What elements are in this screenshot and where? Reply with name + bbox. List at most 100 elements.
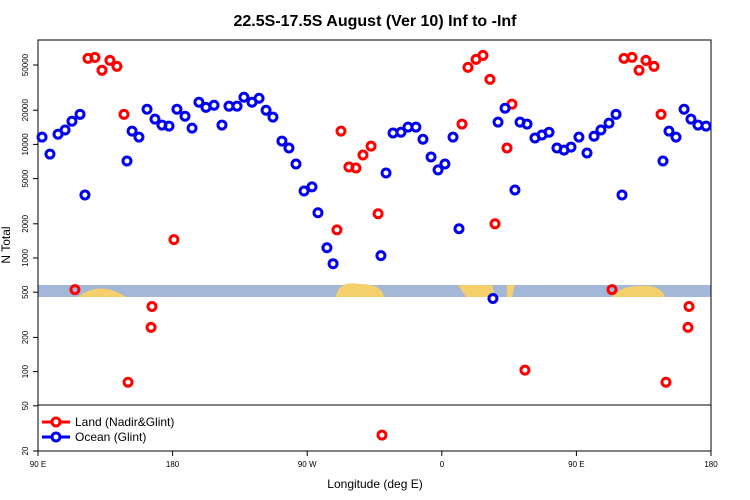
y-tick-label: 100	[21, 364, 30, 378]
point	[610, 108, 622, 120]
land-patch	[612, 285, 665, 297]
point	[462, 61, 474, 73]
point	[683, 301, 695, 313]
legend-marker	[50, 416, 62, 428]
point	[380, 167, 392, 179]
point	[59, 124, 71, 136]
legend-label: Land (Nadir&Glint)	[75, 415, 174, 429]
point	[141, 103, 153, 115]
point	[171, 103, 183, 115]
point	[626, 51, 638, 63]
point	[521, 118, 533, 130]
x-tick-label: 180	[166, 460, 180, 469]
point	[298, 185, 310, 197]
point	[588, 130, 600, 142]
y-tick-label: 50000	[21, 53, 30, 76]
point	[193, 96, 205, 108]
map-strip	[38, 283, 711, 297]
chart-title: 22.5S-17.5S August (Ver 10) Inf to -Inf	[233, 13, 517, 30]
point	[179, 110, 191, 122]
x-tick-label: 90 E	[30, 460, 46, 469]
point	[447, 131, 459, 143]
point	[253, 92, 265, 104]
point	[657, 155, 669, 167]
point	[484, 73, 496, 85]
land-patch	[458, 285, 495, 297]
point	[595, 124, 607, 136]
point	[606, 284, 618, 296]
point	[456, 118, 468, 130]
y-tick-label: 200	[21, 330, 30, 344]
y-tick-label: 1000	[21, 249, 30, 267]
point	[492, 116, 504, 128]
point	[133, 131, 145, 143]
point	[660, 376, 672, 388]
point	[122, 376, 134, 388]
point	[89, 51, 101, 63]
point	[260, 104, 272, 116]
point	[350, 162, 362, 174]
point	[168, 234, 180, 246]
point	[640, 54, 652, 66]
point	[633, 64, 645, 76]
point	[111, 60, 123, 72]
legend-label: Ocean (Glint)	[75, 430, 146, 444]
point	[145, 321, 157, 333]
point	[146, 301, 158, 313]
point	[376, 429, 388, 441]
point	[283, 142, 295, 154]
y-tick-label: 50	[21, 401, 30, 410]
point	[149, 113, 161, 125]
point	[321, 242, 333, 254]
point	[163, 120, 175, 132]
point	[395, 126, 407, 138]
point	[331, 224, 343, 236]
point	[655, 108, 667, 120]
point	[519, 364, 531, 376]
legend-marker	[50, 431, 62, 443]
y-axis-label: N Total	[0, 226, 13, 263]
point	[375, 250, 387, 262]
point	[682, 321, 694, 333]
point	[678, 103, 690, 115]
point	[36, 131, 48, 143]
point	[432, 164, 444, 176]
point	[44, 148, 56, 160]
point	[121, 155, 133, 167]
point	[74, 108, 86, 120]
point	[477, 49, 489, 61]
point	[489, 218, 501, 230]
point	[69, 284, 81, 296]
y-tick-label: 20000	[21, 99, 30, 122]
point	[648, 60, 660, 72]
point	[425, 151, 437, 163]
x-axis-label: Longitude (deg E)	[327, 477, 422, 491]
x-tick-label: 90 E	[568, 460, 584, 469]
point	[306, 181, 318, 193]
point	[186, 122, 198, 134]
point	[581, 147, 593, 159]
land-patch	[78, 288, 126, 297]
point	[439, 158, 451, 170]
point	[543, 126, 555, 138]
point	[267, 111, 279, 123]
x-tick-label: 180	[704, 460, 718, 469]
point	[96, 64, 108, 76]
point	[501, 142, 513, 154]
point	[487, 293, 499, 305]
point	[453, 223, 465, 235]
point	[216, 119, 228, 131]
point	[290, 158, 302, 170]
point	[616, 189, 628, 201]
x-tick-label: 90 W	[298, 460, 317, 469]
point	[118, 108, 130, 120]
point	[365, 140, 377, 152]
point	[499, 102, 511, 114]
point	[327, 258, 339, 270]
x-tick-label: 0	[440, 460, 445, 469]
point	[357, 149, 369, 161]
point	[565, 141, 577, 153]
point	[417, 133, 429, 145]
point	[509, 184, 521, 196]
